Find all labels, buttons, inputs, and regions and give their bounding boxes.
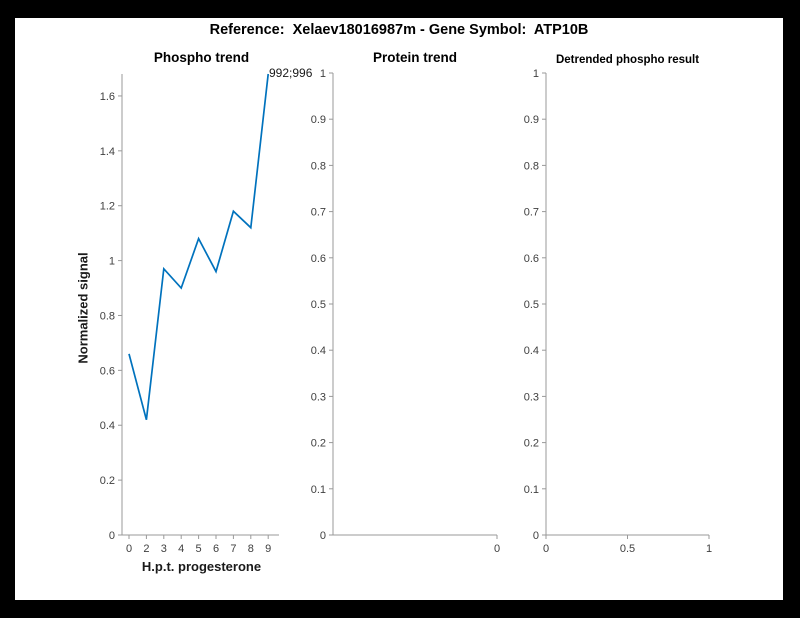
x-tick-label: 1	[706, 543, 712, 555]
trend-polyline	[128, 73, 270, 420]
x-tick-label: 6	[213, 543, 219, 555]
y-tick-label: 0.3	[524, 391, 539, 403]
y-tick-label: 0.2	[311, 438, 326, 450]
subplot-title-detrended-phospho: Detrended phospho result	[555, 54, 700, 66]
matlab-figure-canvas: Reference: Xelaev18016987m - Gene Symbol…	[15, 18, 783, 600]
y-tick-label: 0.2	[100, 475, 115, 487]
y-tick-label: 1.6	[100, 91, 115, 103]
y-tick-label: 1.4	[100, 146, 115, 158]
y-tick-label: 0.9	[311, 114, 326, 126]
peak-annotation: 992;996	[269, 66, 313, 80]
y-tick-label: 0.4	[311, 345, 326, 357]
x-axis-label-hpt-progesterone: H.p.t. progesterone	[141, 559, 262, 574]
y-tick-label: 1.2	[100, 201, 115, 213]
subplot-title-protein-trend: Protein trend	[372, 50, 457, 65]
y-tick-label: 0	[533, 530, 539, 542]
y-tick-label: 0.8	[100, 310, 115, 322]
x-tick-label: 9	[265, 543, 271, 555]
y-tick-label: 0.3	[311, 391, 326, 403]
y-tick-label: 0.8	[524, 160, 539, 172]
y-tick-label: 0.1	[524, 484, 539, 496]
figure-title: Reference: Xelaev18016987m - Gene Symbol…	[209, 22, 589, 38]
y-tick-label: 1	[109, 256, 115, 268]
x-tick-label: 4	[178, 543, 184, 555]
y-tick-label: 0.9	[524, 114, 539, 126]
y-tick-label: 0	[109, 530, 115, 542]
subplot-title-phospho-trend: Phospho trend	[153, 50, 250, 65]
x-tick-label: 3	[161, 543, 167, 555]
y-tick-label: 0.6	[100, 365, 115, 377]
axes-canvas: 00.20.40.60.811.21.41.60 2 3 4 5 6 7 8 900.10.20…	[100, 68, 712, 555]
x-tick-label: 7	[230, 543, 236, 555]
y-tick-label: 0.6	[311, 253, 326, 265]
x-tick-label: 8	[248, 543, 254, 555]
y-tick-label: 0.4	[100, 420, 115, 432]
x-tick-label: 0	[494, 543, 500, 555]
y-tick-label: 0.1	[311, 484, 326, 496]
x-tick-label: 0.5	[620, 543, 635, 555]
y-tick-label: 0.5	[311, 299, 326, 311]
x-tick-label: 5	[196, 543, 202, 555]
y-tick-label: 0.4	[524, 345, 539, 357]
y-tick-label: 0.8	[311, 160, 326, 172]
y-tick-label: 0.2	[524, 438, 539, 450]
x-tick-label: 0	[543, 543, 549, 555]
y-tick-label: 1	[320, 68, 326, 80]
x-tick-label: 0	[126, 543, 132, 555]
y-tick-label: 0.7	[524, 207, 539, 219]
y-tick-label: 0	[320, 530, 326, 542]
y-tick-label: 0.7	[311, 207, 326, 219]
y-tick-label: 0.6	[524, 253, 539, 265]
x-tick-label: 2	[143, 543, 149, 555]
y-tick-label: 1	[533, 68, 539, 80]
y-tick-label: 0.5	[524, 299, 539, 311]
